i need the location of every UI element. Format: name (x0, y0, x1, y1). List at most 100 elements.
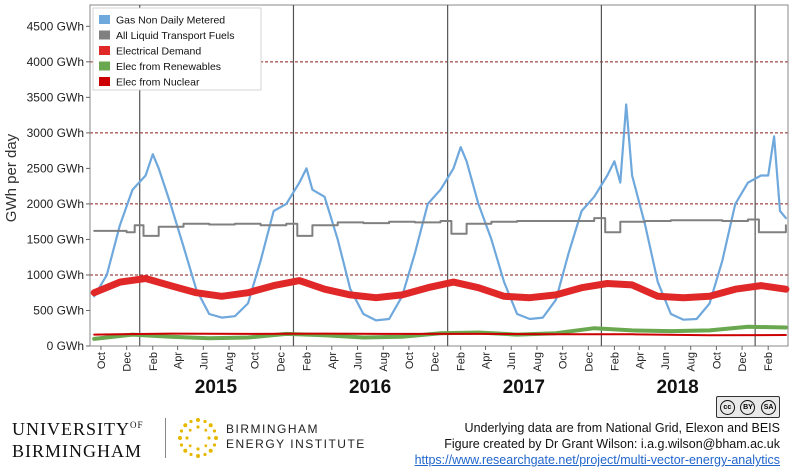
credit-data-sources: Underlying data are from National Grid, … (464, 421, 780, 435)
data-point (670, 330, 672, 332)
series-line (93, 332, 787, 337)
data-point (503, 281, 505, 283)
data-point (169, 332, 172, 335)
x-tick-label: Oct (250, 352, 262, 369)
data-point (208, 337, 210, 339)
data-point (311, 189, 314, 191)
by-icon: BY (740, 399, 756, 415)
y-tick-label: 4000 GWh (27, 55, 84, 69)
data-point (460, 146, 462, 148)
data-point (631, 329, 633, 331)
data-point (311, 224, 314, 226)
legend-label: Elec from Nuclear (116, 77, 200, 89)
data-point (427, 287, 429, 289)
data-point (375, 319, 377, 322)
data-point (260, 260, 262, 262)
data-point (362, 222, 364, 224)
data-point (619, 221, 621, 223)
data-point (657, 295, 659, 297)
data-point (709, 334, 711, 336)
data-point (767, 174, 769, 177)
data-point (247, 336, 249, 339)
data-point (542, 220, 544, 222)
cc-by-sa-badge: cc BY SA (716, 396, 780, 418)
university-of-birmingham-logo: UNIVERSITYOF BIRMINGHAM (12, 419, 144, 461)
data-point (119, 224, 121, 226)
year-label: 2015 (195, 377, 238, 398)
project-link[interactable]: https://www.researchgate.net/project/mul… (414, 453, 780, 467)
data-point (388, 318, 390, 320)
data-point (465, 223, 468, 225)
x-tick-label: Aug (224, 352, 236, 372)
data-point (670, 219, 672, 221)
x-tick-label: Aug (378, 352, 390, 372)
data-point (260, 224, 262, 226)
data-point (734, 288, 736, 290)
data-point (709, 329, 711, 331)
data-point (580, 210, 583, 212)
x-tick-label: Jun (352, 352, 364, 370)
data-point (195, 292, 197, 294)
data-point (247, 333, 249, 335)
legend-label: All Liquid Transport Fuels (116, 30, 234, 42)
data-point (631, 333, 633, 335)
data-point (619, 182, 621, 184)
data-point (529, 318, 531, 320)
data-point (158, 167, 160, 169)
data-point (337, 221, 339, 223)
plot-frame (89, 4, 789, 347)
x-tick-label: Jun (506, 352, 518, 370)
data-point (490, 238, 493, 241)
data-point (785, 326, 787, 329)
x-tick-label: Apr (327, 352, 339, 369)
data-point (593, 327, 595, 329)
energy-institute-sun-icon (178, 418, 218, 458)
legend-swatch (99, 46, 110, 55)
data-point (93, 230, 95, 232)
x-tick-label: Feb (456, 352, 468, 371)
data-point (247, 302, 249, 304)
data-point (145, 174, 147, 177)
data-point (709, 295, 711, 297)
x-tick-label: Oct (96, 352, 108, 369)
x-tick-label: Jun (660, 352, 672, 370)
series-lines (90, 103, 790, 341)
data-point (657, 281, 659, 283)
data-point (644, 220, 646, 222)
data-point (682, 319, 685, 321)
data-point (93, 334, 95, 336)
data-point (324, 332, 326, 335)
x-tick-label: Jun (198, 352, 210, 370)
x-tick-label: Feb (302, 352, 314, 371)
data-point (145, 277, 147, 280)
data-point (542, 316, 544, 319)
y-tick-label: 1500 GWh (27, 232, 84, 246)
data-point (388, 221, 390, 223)
data-point (221, 295, 223, 297)
data-point (477, 331, 479, 334)
x-tick-label: Dec (583, 352, 595, 372)
data-point (234, 223, 236, 225)
data-point (747, 326, 749, 328)
data-point (93, 292, 95, 294)
energy-institute-logo-text: BIRMINGHAM ENERGY INSTITUTE (226, 422, 366, 451)
data-point (516, 220, 518, 222)
data-point (604, 231, 606, 233)
x-tick-labels: Oct Dec Feb Apr Jun Aug Oct Dec Feb Apr Jun Aug Oct D… (96, 346, 775, 372)
x-tick-label: Feb (763, 352, 775, 371)
data-point (606, 174, 608, 177)
data-point (450, 233, 453, 235)
x-tick-label: Dec (430, 352, 442, 372)
data-point (439, 220, 442, 222)
data-point (734, 203, 736, 205)
data-point (580, 287, 583, 289)
data-point (606, 282, 608, 285)
year-label: 2018 (656, 377, 698, 398)
credit-author: Figure created by Dr Grant Wilson: i.a.g… (444, 437, 780, 451)
data-point (439, 189, 442, 191)
data-point (119, 281, 121, 283)
data-point (285, 203, 287, 205)
x-tick-label: Feb (609, 352, 621, 371)
data-point (142, 235, 145, 237)
data-point (721, 260, 723, 262)
